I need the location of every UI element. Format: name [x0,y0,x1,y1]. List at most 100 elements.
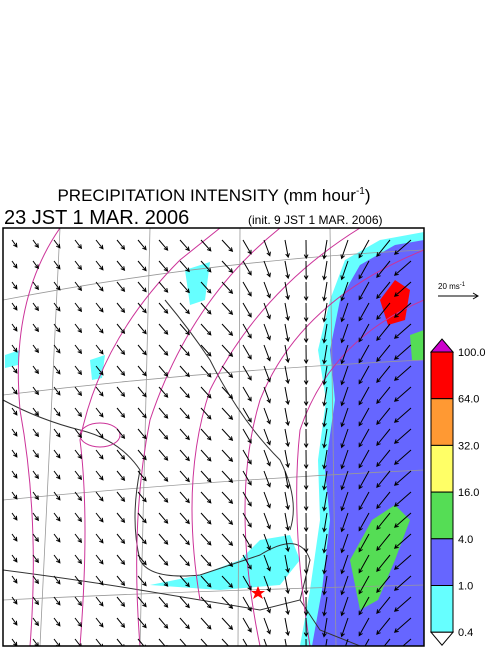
wind-arrow [74,239,83,250]
wind-arrow [32,344,39,354]
wind-arrow [95,302,104,313]
wind-reference-superscript: -1 [460,282,466,288]
wind-arrow [11,533,18,542]
wind-arrow [95,596,104,607]
wind-arrow [303,323,309,344]
wind-arrow [221,575,234,589]
wind-arrow [303,533,309,554]
wind-arrow [376,281,391,300]
wind-arrow [263,344,271,362]
wind-arrow [32,533,39,543]
wind-arrow [358,260,370,280]
wind-arrow [242,365,252,381]
wind-arrow [200,428,212,441]
wind-arrow [11,344,18,353]
wind-arrow [358,386,370,406]
wind-arrow [322,260,328,281]
wind-arrow [32,386,39,396]
wind-arrow [11,554,18,563]
wind-arrow [200,365,212,378]
wind-arrow [221,281,234,295]
wind-arrow [116,449,126,461]
wind-arrow [74,365,83,376]
wind-arrow [376,512,391,531]
wind-arrow [358,512,370,532]
wind-arrow [53,554,61,564]
wind-arrow [32,302,39,312]
wind-arrow [32,407,39,417]
wind-arrow [200,239,212,252]
wind-arrow [284,533,290,553]
wind-arrow [158,281,169,293]
wind-arrow [393,449,412,465]
wind-arrow [32,428,39,438]
wind-arrow [179,281,190,294]
wind-arrow [322,386,328,407]
wind-arrow [340,449,349,470]
wind-arrow [158,596,169,608]
wind-arrow [95,281,104,292]
wind-arrow [137,596,147,608]
wind-arrow [221,596,234,610]
wind-arrow [393,260,412,276]
wind-arrow [74,470,83,481]
wind-reference-text: 20 ms [438,282,460,291]
wind-arrow [358,281,370,301]
wind-arrow [95,344,104,355]
wind-arrow [200,638,211,646]
wind-arrow [303,260,309,281]
wind-arrow [11,386,18,395]
wind-arrow [345,638,349,646]
wind-arrow [393,596,412,612]
wind-arrow [376,491,391,510]
wind-arrow [200,302,212,315]
wind-arrow [263,365,271,383]
wind-arrow [263,386,271,404]
wind-arrow [358,302,370,322]
wind-arrow [393,407,412,423]
wind-arrow [221,449,234,463]
wind-arrow [263,575,271,593]
colorbar-segment [430,444,454,493]
wind-arrow [116,596,126,608]
wind-arrow [11,596,18,605]
colorbar-label: 16.0 [458,487,479,499]
wind-arrow [158,617,169,629]
map-content [3,228,424,646]
wind-arrow [303,365,309,386]
wind-arrow [179,323,190,336]
wind-arrow [340,575,349,596]
wind-arrow [322,239,328,260]
wind-arrow [358,365,370,385]
wind-arrow [179,554,190,567]
wind-arrow [242,323,252,339]
wind-arrow [179,470,190,483]
wind-arrow [284,302,290,322]
wind-arrow [53,596,61,606]
wind-arrow [340,533,349,554]
wind-arrow [263,281,271,299]
wind-arrow [32,638,39,646]
wind-arrow [200,512,212,525]
coastlines [3,299,361,646]
wind-arrow [284,638,287,646]
wind-arrow [284,470,290,490]
wind-arrow [200,281,212,294]
wind-arrow [200,386,212,399]
precip-max [380,280,410,325]
wind-arrow [303,554,309,575]
wind-arrow [303,281,309,302]
wind-arrow [158,449,169,461]
wind-arrow [137,554,147,566]
precip-light [5,262,210,380]
wind-arrow [242,239,252,255]
colorbar-label: 0.4 [458,627,473,639]
wind-arrow [116,428,126,440]
colorbar-triangle-bottom [429,631,455,646]
wind-arrow [284,449,290,469]
wind-arrow [393,281,412,297]
wind-arrow [11,575,18,584]
wind-arrow [95,491,104,502]
wind-arrow [32,260,39,270]
